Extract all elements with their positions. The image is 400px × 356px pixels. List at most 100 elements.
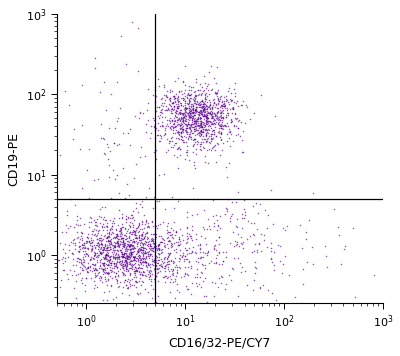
Point <box>101 214 108 220</box>
Point <box>212 242 218 248</box>
Point <box>235 126 241 131</box>
Point <box>89 243 96 249</box>
Point <box>127 271 134 277</box>
Point <box>138 256 144 261</box>
Point <box>82 282 89 288</box>
Point <box>113 247 120 253</box>
Point <box>199 103 206 109</box>
Point <box>106 259 112 265</box>
Point <box>146 245 152 251</box>
Point <box>211 127 218 132</box>
Point <box>113 278 120 284</box>
Point <box>104 245 110 251</box>
Point <box>134 248 141 254</box>
Point <box>239 211 246 216</box>
Point <box>200 122 207 128</box>
Point <box>158 114 165 120</box>
Point <box>162 206 168 211</box>
Point <box>94 240 100 246</box>
Point <box>116 255 123 260</box>
Point <box>228 98 234 104</box>
Point <box>226 240 233 246</box>
Point <box>104 282 110 288</box>
Point <box>175 116 182 121</box>
Point <box>126 253 132 259</box>
Point <box>200 101 207 106</box>
Point <box>190 121 197 127</box>
Point <box>201 136 207 142</box>
Point <box>218 130 224 135</box>
Point <box>135 258 141 264</box>
Point <box>137 247 144 252</box>
Point <box>97 89 104 94</box>
Point <box>148 243 154 249</box>
Point <box>98 265 105 271</box>
Point <box>131 261 137 267</box>
Point <box>220 115 226 121</box>
Point <box>79 237 85 242</box>
Point <box>143 250 150 256</box>
Point <box>198 233 204 239</box>
Point <box>276 243 283 248</box>
Point <box>107 227 113 233</box>
Point <box>59 229 66 234</box>
Point <box>244 104 250 109</box>
Point <box>200 116 207 121</box>
Point <box>309 244 315 250</box>
Point <box>123 219 130 225</box>
Point <box>103 255 109 260</box>
Point <box>234 224 240 230</box>
Point <box>100 247 106 253</box>
Point <box>213 159 219 165</box>
Point <box>155 267 162 272</box>
Point <box>81 242 88 247</box>
Point <box>62 258 68 264</box>
Point <box>199 254 206 260</box>
Point <box>190 124 197 130</box>
Point <box>187 115 194 120</box>
Point <box>232 80 238 86</box>
Point <box>117 231 124 237</box>
Point <box>101 252 108 258</box>
Point <box>166 252 172 258</box>
Point <box>178 125 184 131</box>
Point <box>194 211 200 217</box>
Point <box>195 123 202 129</box>
Point <box>122 236 128 242</box>
Point <box>157 250 164 256</box>
Point <box>62 256 68 261</box>
Point <box>202 115 209 120</box>
Point <box>206 122 212 128</box>
Point <box>70 136 76 141</box>
Point <box>168 267 174 272</box>
Point <box>174 122 180 128</box>
Point <box>111 215 118 221</box>
Point <box>92 222 98 227</box>
Point <box>135 261 141 266</box>
Point <box>93 242 99 248</box>
Point <box>172 95 178 101</box>
Point <box>198 105 204 110</box>
Point <box>132 232 138 238</box>
Point <box>93 220 99 225</box>
Point <box>161 82 167 88</box>
Point <box>322 253 329 258</box>
Point <box>196 122 203 127</box>
Point <box>119 251 125 257</box>
Point <box>170 125 176 131</box>
Point <box>84 234 91 240</box>
Point <box>111 234 118 240</box>
Point <box>102 243 108 248</box>
Point <box>176 122 183 128</box>
Point <box>127 258 134 264</box>
Point <box>270 262 277 268</box>
Point <box>168 89 175 94</box>
Point <box>130 243 136 249</box>
Point <box>89 245 96 251</box>
Point <box>135 209 141 214</box>
Point <box>184 105 190 111</box>
Point <box>125 268 132 274</box>
Point <box>235 131 242 136</box>
Point <box>124 244 130 249</box>
Point <box>114 235 120 241</box>
